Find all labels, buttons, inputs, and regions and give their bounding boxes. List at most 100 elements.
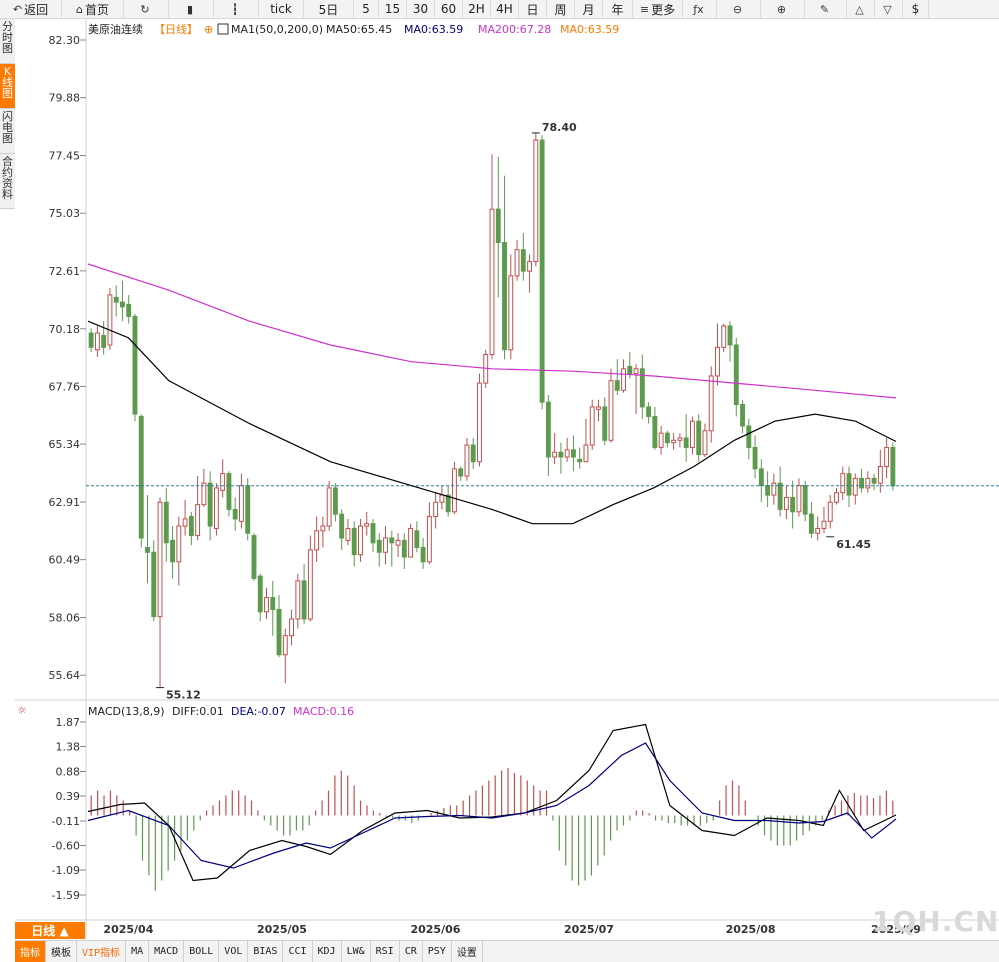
toolbar-item-9[interactable]: 30	[407, 0, 435, 18]
candle-body	[132, 315, 138, 415]
candle-body	[577, 458, 583, 463]
indicator-tab-1[interactable]: 模板	[46, 941, 77, 962]
diff-line	[87, 723, 897, 882]
toolbar-item-14[interactable]: 周	[547, 0, 575, 18]
candle-body	[715, 346, 720, 377]
indicator-tab-7[interactable]: BIAS	[248, 941, 284, 962]
kline-ytick-label: 79.88	[49, 92, 81, 105]
indicator-tab-6[interactable]: VOL	[219, 941, 249, 962]
candle-body	[126, 303, 132, 317]
toolbar-item-21[interactable]: ✎	[805, 0, 847, 18]
indicator-tab-11[interactable]: RSI	[371, 941, 400, 962]
candle-body	[301, 580, 307, 620]
toolbar-item-20[interactable]: ⊕	[761, 0, 805, 18]
macd-settings-icon: ☼	[17, 704, 27, 717]
candle-body	[683, 437, 689, 448]
candle-body	[502, 242, 507, 351]
diff-value: DIFF:0.01	[172, 705, 224, 718]
candle-body	[796, 485, 802, 513]
candle-body	[696, 420, 702, 456]
candle-body	[614, 380, 620, 391]
candle-body	[859, 477, 864, 489]
toolbar-item-12[interactable]: 4H	[491, 0, 519, 18]
candle-body	[527, 261, 533, 272]
candle-body	[345, 527, 351, 541]
indicator-tab-3[interactable]: MA	[126, 941, 150, 962]
kline-panel: 78.40 55.12 61.45	[86, 121, 999, 702]
toolbar-item-13[interactable]: 日	[519, 0, 547, 18]
macd-ytick-label: 1.87	[56, 716, 81, 729]
toolbar-item-5[interactable]: tick	[259, 0, 304, 18]
candle-body	[852, 477, 858, 496]
toolbar-item-label: $	[911, 2, 920, 16]
toolbar-item-24[interactable]: $	[903, 0, 929, 18]
toolbar-item-23[interactable]: ▽	[875, 0, 903, 18]
toolbar-item-15[interactable]: 月	[575, 0, 603, 18]
pen-icon: ✎	[819, 2, 830, 16]
toolbar-item-2[interactable]: ↻	[124, 0, 169, 18]
toolbar-item-22[interactable]: △	[847, 0, 875, 18]
kline-ytick-label: 67.76	[49, 380, 81, 393]
indicator-tab-8[interactable]: CCI	[283, 941, 313, 962]
candle-body	[188, 516, 194, 537]
macd-title: MACD(13,8,9)	[88, 705, 165, 718]
kline-ytick-label: 55.64	[49, 669, 81, 682]
settings-icon: ⊕	[204, 23, 213, 36]
candle-body	[163, 501, 169, 544]
indicator-tab-13[interactable]: PSY	[423, 941, 452, 962]
toolbar-item-11[interactable]: 2H	[463, 0, 491, 18]
indicator-tab-2[interactable]: VIP指标	[77, 941, 127, 962]
side-tab-0[interactable]: 分时图	[0, 19, 15, 64]
watermark: 1QH.CN	[872, 905, 999, 938]
candle-body	[245, 485, 251, 534]
toolbar-item-18[interactable]: ƒx	[683, 0, 717, 18]
toolbar-item-label: 首页	[84, 2, 109, 17]
candle-body	[451, 468, 457, 513]
dea-line	[87, 742, 897, 869]
toolbar-item-1[interactable]: ⌂ 首页	[62, 0, 124, 18]
indicator-tab-0[interactable]: 指标	[15, 941, 46, 962]
indicator-tab-9[interactable]: KDJ	[313, 941, 342, 962]
indicator-tab-4[interactable]: MACD	[149, 941, 185, 962]
toolbar-item-17[interactable]: ≡ 更多	[633, 0, 683, 18]
candle-body	[809, 513, 814, 534]
candle-body	[658, 432, 664, 448]
toolbar-item-label: 5	[362, 2, 370, 16]
candle-body	[552, 451, 558, 458]
period-selector-button[interactable]: 日线 ▲	[15, 922, 85, 939]
indicator-tab-14[interactable]: 设置	[452, 941, 483, 962]
candle-body	[639, 368, 645, 408]
candle-body	[226, 473, 232, 510]
candle-body	[827, 501, 833, 522]
indicator-tab-5[interactable]: BOLL	[184, 941, 220, 962]
candle-body	[88, 332, 94, 348]
candle-body	[664, 432, 670, 444]
candle-body	[383, 537, 388, 553]
toolbar-item-3[interactable]: ▮	[169, 0, 214, 18]
candle-body	[270, 597, 276, 610]
toolbar-item-19[interactable]: ⊖	[717, 0, 761, 18]
candle-body	[389, 537, 395, 544]
side-tab-2[interactable]: 闪电图	[0, 109, 15, 154]
candle-body	[445, 494, 451, 513]
toolbar-item-8[interactable]: 15	[379, 0, 407, 18]
candle-body	[408, 527, 414, 558]
candle-body	[458, 468, 464, 477]
indicator-tab-10[interactable]: LW&	[342, 941, 371, 962]
side-tab-3[interactable]: 合约资料	[0, 154, 15, 209]
toolbar-item-16[interactable]: 年	[603, 0, 633, 18]
toolbar-item-6[interactable]: 5日	[304, 0, 354, 18]
candle-body	[596, 406, 601, 410]
toolbar-item-0[interactable]: ↶ 返回	[0, 0, 62, 18]
candle-body	[602, 406, 608, 441]
toolbar-item-7[interactable]: 5	[354, 0, 379, 18]
candle-body	[101, 334, 107, 348]
candle-body	[220, 473, 226, 491]
kline-ytick-label: 77.45	[49, 150, 81, 163]
toolbar-item-4[interactable]: ┇	[214, 0, 259, 18]
indicator-tab-12[interactable]: CR	[400, 941, 423, 962]
toolbar-item-10[interactable]: 60	[435, 0, 463, 18]
triangle-down-icon: ▽	[883, 2, 892, 16]
candle-body	[564, 449, 570, 458]
